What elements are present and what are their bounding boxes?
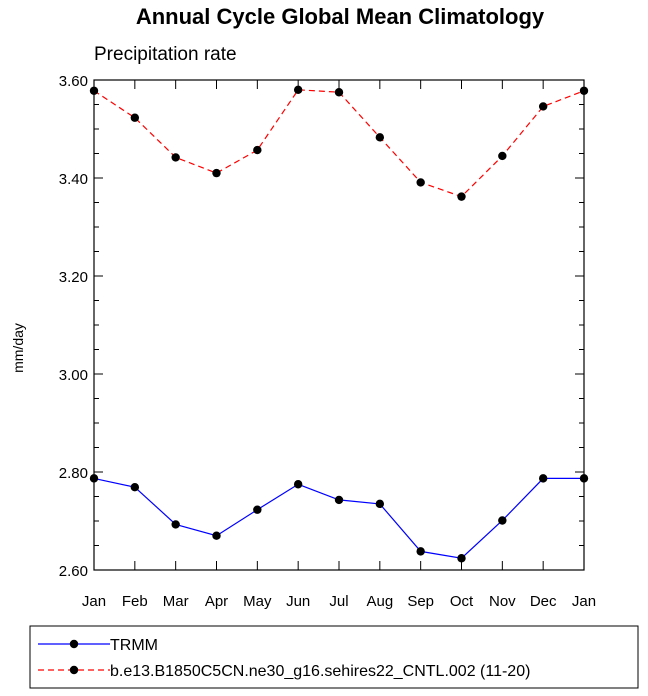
series-0-data-point xyxy=(253,505,262,514)
x-tick-label: Nov xyxy=(489,593,516,610)
series-1-data-point xyxy=(457,192,466,201)
series-0-data-point xyxy=(171,520,180,529)
series-0-data-point xyxy=(498,516,507,525)
x-tick-label: Jan xyxy=(82,593,106,610)
series-line-0 xyxy=(93,477,584,559)
series-1-data-point xyxy=(334,88,344,97)
legend-label-1: b.e13.B1850C5CN.ne30_g16.sehires22_CNTL.… xyxy=(110,663,530,680)
series-1-data-point xyxy=(538,102,548,111)
x-tick-label: Oct xyxy=(450,593,474,610)
x-tick-label: May xyxy=(243,593,272,610)
series-0-data-point xyxy=(130,482,140,492)
series-line-1 xyxy=(93,89,585,198)
y-tick-label: 3.00 xyxy=(59,367,88,384)
series-1-data-point xyxy=(416,178,425,187)
x-tick-label: Aug xyxy=(366,593,393,610)
series-1-data-point xyxy=(130,113,140,122)
series-1-data-point xyxy=(293,85,303,95)
legend: TRMM b.e13.B1850C5CN.ne30_g16.sehires22_C… xyxy=(29,625,639,689)
x-tick-label: Dec xyxy=(530,593,557,610)
series-1-data-point xyxy=(253,145,262,155)
series-0-data-point xyxy=(579,474,589,483)
y-tick-label: 3.60 xyxy=(59,73,88,90)
y-tick-label: 2.60 xyxy=(59,563,88,580)
series-0-data-point xyxy=(375,499,385,509)
series-0-data-point xyxy=(334,495,344,505)
series-1-data-point xyxy=(579,86,589,95)
x-tick-label: Jan xyxy=(572,593,596,610)
series-0-data-point xyxy=(457,554,466,563)
series-1-data-point xyxy=(89,86,99,95)
chart-title: Annual Cycle Global Mean Climatology xyxy=(136,4,545,29)
y-tick-label: 3.40 xyxy=(59,171,88,188)
y-tick-label: 2.80 xyxy=(59,465,88,482)
series-0-data-point xyxy=(538,474,548,483)
legend-marker-1 xyxy=(69,665,79,675)
series-0-data-point xyxy=(89,474,99,483)
series-1-data-point xyxy=(498,151,507,161)
y-axis-label: mm/day xyxy=(10,323,26,373)
x-tick-label: Mar xyxy=(163,593,189,610)
series-1-data-point xyxy=(212,168,221,178)
legend-box xyxy=(29,625,639,689)
legend-label-0: TRMM xyxy=(110,637,158,654)
series-1-data-point xyxy=(375,133,385,142)
y-tick-label: 3.20 xyxy=(59,269,88,286)
series-0-data-point xyxy=(293,480,303,489)
series-1-data-point xyxy=(171,153,180,162)
chart-subtitle: Precipitation rate xyxy=(94,44,237,65)
x-tick-label: Feb xyxy=(122,593,148,610)
x-tick-label: Jul xyxy=(329,593,348,610)
x-tick-label: Apr xyxy=(205,593,228,610)
series-0-data-point xyxy=(416,547,425,556)
x-tick-label: Sep xyxy=(407,593,434,610)
x-tick-label: Jun xyxy=(286,593,310,610)
legend-marker-0 xyxy=(69,639,79,649)
series-0-data-point xyxy=(212,531,221,540)
plot-area: 2.60 2.80 3.00 3.20 3.40 3.60 Jan Feb Mar Apr May J… xyxy=(59,73,596,610)
